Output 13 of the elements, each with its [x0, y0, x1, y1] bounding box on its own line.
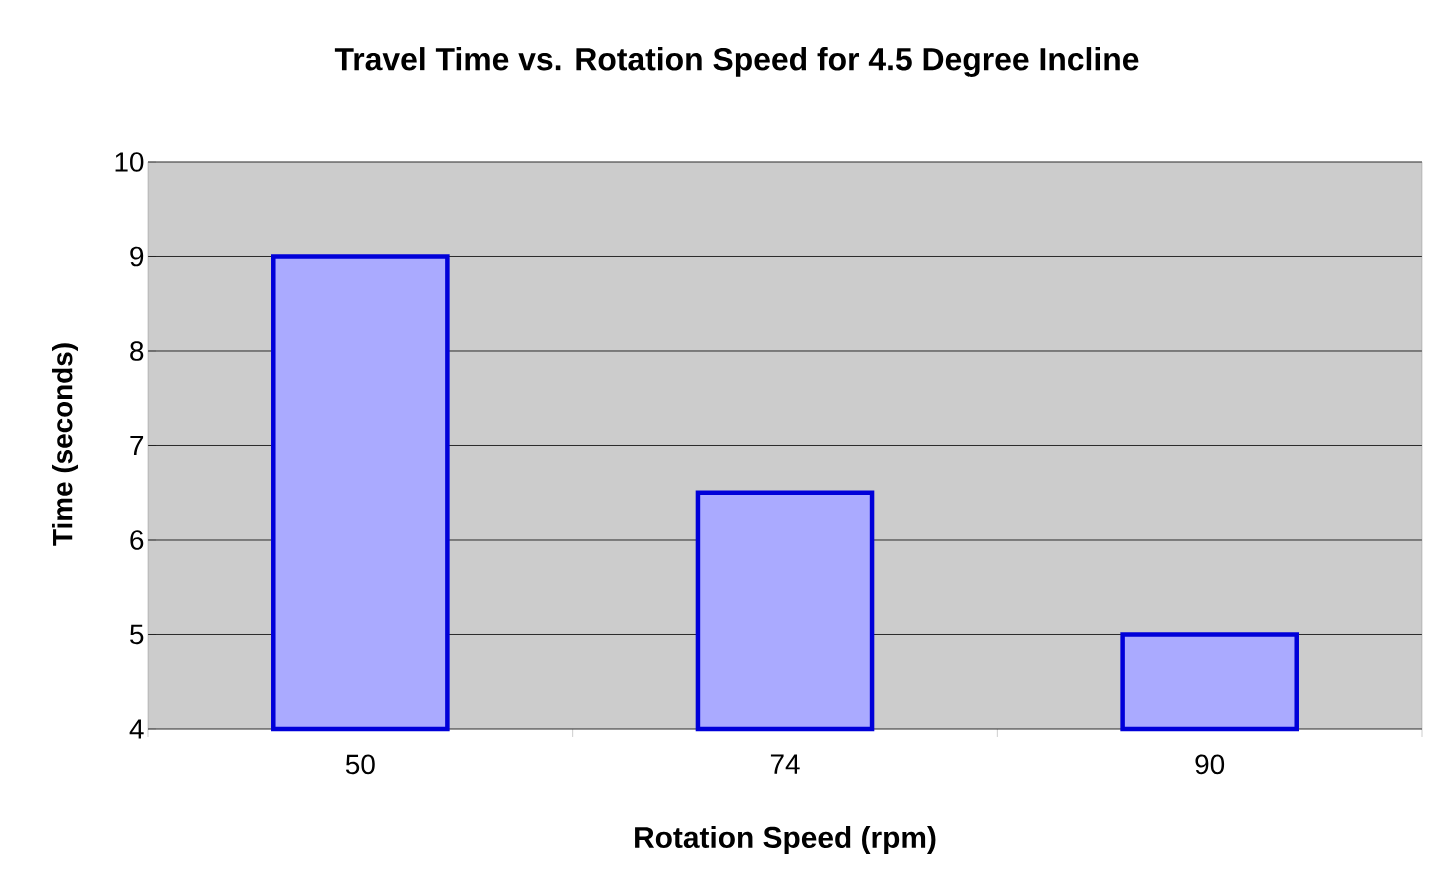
y-tick-label: 4	[129, 719, 144, 739]
y-tick-label: 9	[130, 246, 144, 267]
y-tick-label: 6	[130, 530, 144, 550]
x-tick-label: 50	[345, 754, 375, 775]
y-tick-label: 7	[130, 435, 144, 456]
y-tick-label: 10	[115, 152, 144, 172]
x-axis-title: Rotation Speed (rpm)	[635, 826, 936, 854]
y-tick-label: 5	[130, 624, 144, 645]
chart-title: Travel Time vs. Rotation Speed for 4.5 Degree Incline	[334, 47, 1139, 77]
y-axis-title: Time (seconds)	[52, 343, 78, 546]
x-tick-label: 74	[770, 754, 800, 774]
y-tick-label: 8	[130, 341, 144, 361]
x-tick-label: 90	[1195, 754, 1225, 775]
